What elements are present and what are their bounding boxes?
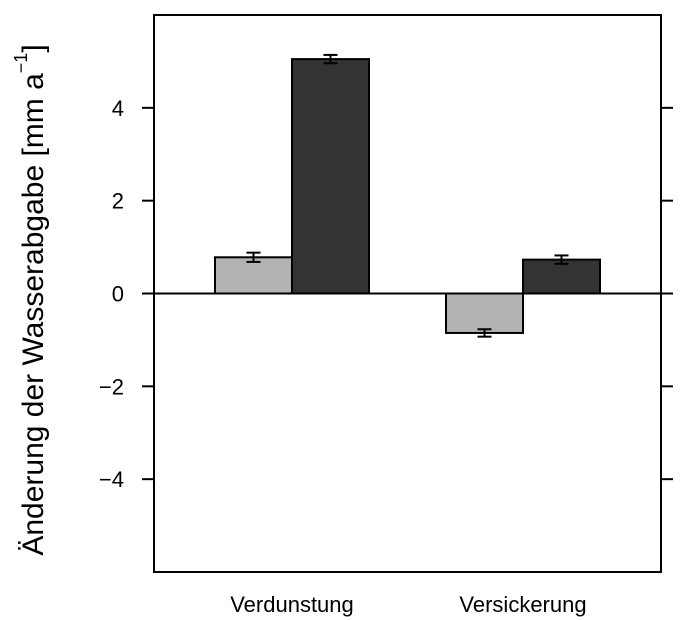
x-axis-category-labels: Verdunstung Versickerung [230, 592, 586, 617]
bar-versickerung-series-1 [445, 292, 524, 334]
bar-verdunstung-series-2 [291, 58, 370, 295]
y-axis-title-suffix: ] [17, 44, 50, 52]
y-tick-label: 0 [112, 282, 124, 307]
bar-versickerung-series-2 [522, 258, 601, 295]
y-axis-title: Änderung der Wasserabgabe [mm a−1] [11, 44, 50, 555]
x-category-label: Verdunstung [230, 592, 354, 617]
bars [214, 58, 601, 334]
y-tick-label: −2 [99, 374, 124, 399]
bar-verdunstung-series-1 [214, 256, 293, 295]
y-axis-ticks [142, 106, 673, 481]
y-axis-title-superscript: −1 [11, 53, 31, 74]
y-tick-label: 4 [112, 96, 124, 121]
y-tick-label: −4 [99, 467, 124, 492]
y-tick-label: 2 [112, 189, 124, 214]
y-axis-title-main: Änderung der Wasserabgabe [mm a [17, 73, 50, 556]
y-axis-tick-labels: −4 −2 0 2 4 [99, 96, 124, 492]
error-bars [246, 53, 569, 338]
x-category-label: Versickerung [459, 592, 586, 617]
